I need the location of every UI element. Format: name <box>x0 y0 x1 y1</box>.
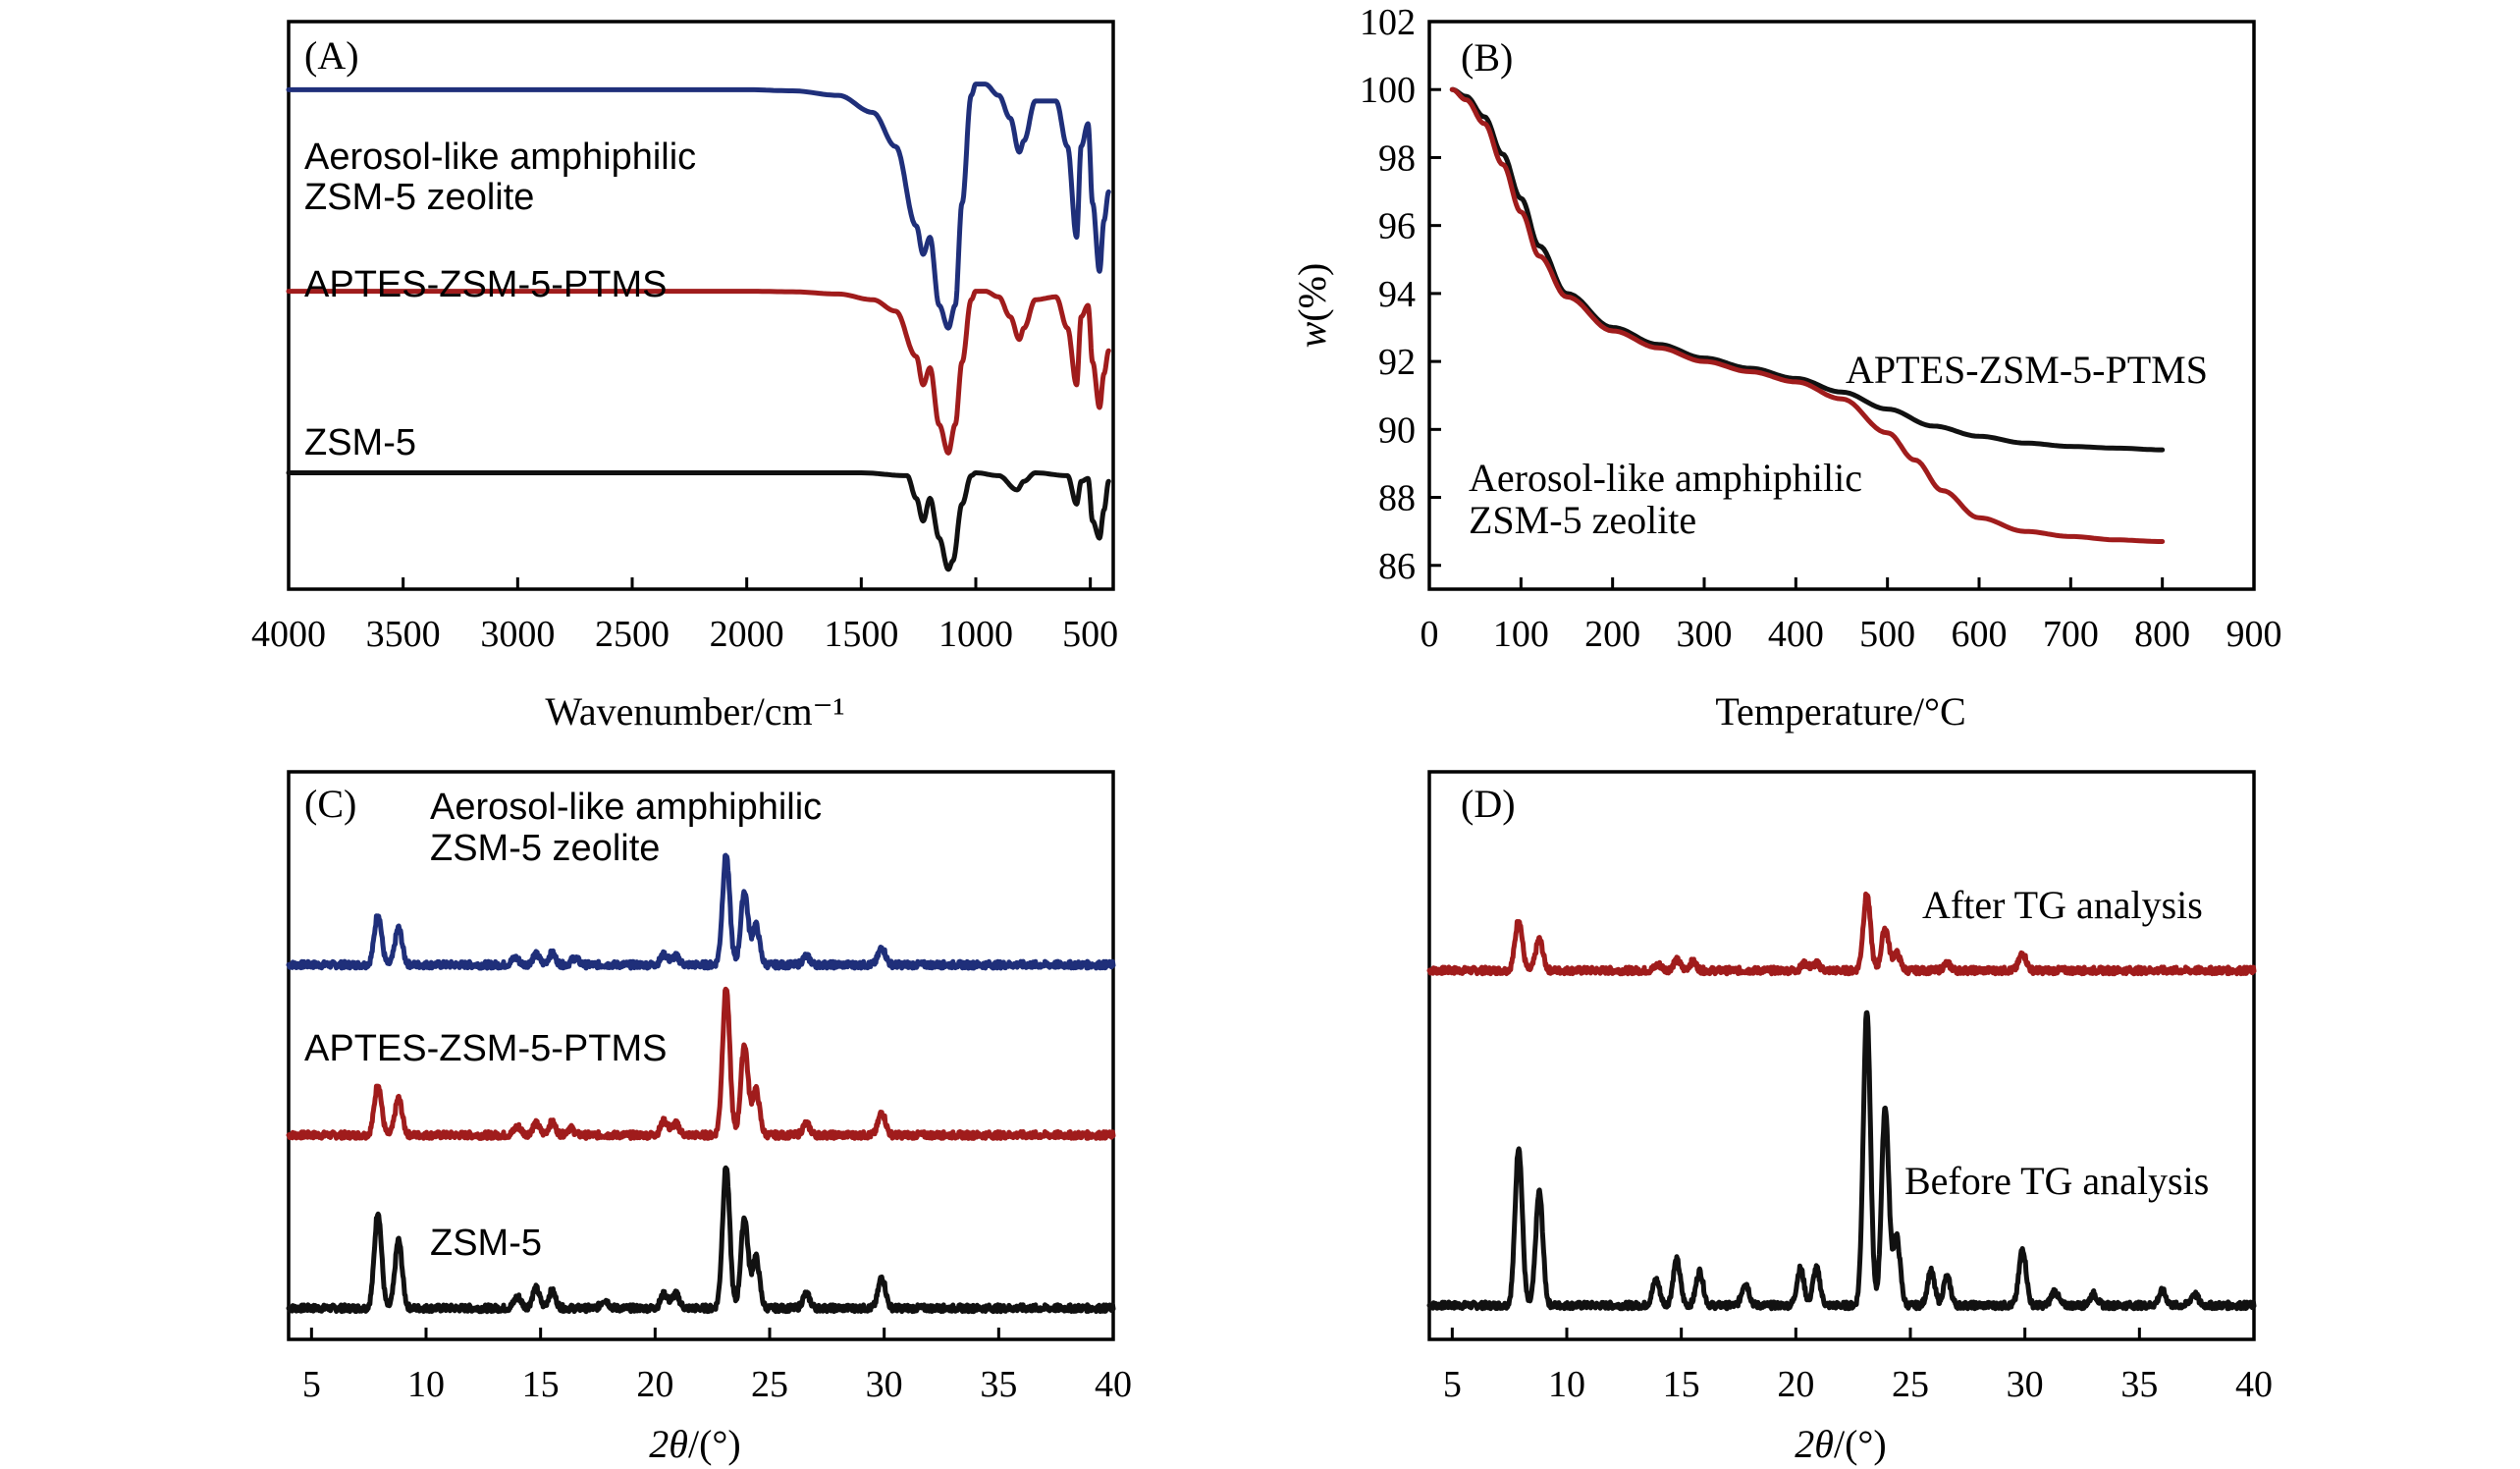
panel-a-label: (A) <box>304 33 359 78</box>
panel-a-xtick-label: 2000 <box>710 614 784 655</box>
panel-a-xlabel: Wavenumber/cm⁻¹ <box>545 689 844 734</box>
panel-c-xtick-label: 20 <box>636 1364 673 1405</box>
panel-b-ytick-label: 90 <box>1378 409 1416 451</box>
panel-b-series-label-aerosol-line2: ZSM-5 zeolite <box>1469 498 1696 542</box>
panel-a-xtick-label: 3000 <box>480 614 555 655</box>
panel-d-xtick-label: 25 <box>1892 1364 1929 1405</box>
panel-a-frame <box>287 20 1115 591</box>
panel-c-xlabel-unit: /(°) <box>688 1422 741 1466</box>
panel-d-label: (D) <box>1461 782 1516 826</box>
panel-c-xtick-label: 10 <box>407 1364 445 1405</box>
panel-d-xtick-label: 30 <box>2007 1364 2044 1405</box>
panel-d-xtick-label: 10 <box>1548 1364 1585 1405</box>
panel-c-trace-aerosol-like-amphiphilic-zsm-5-zeolite <box>286 852 1116 971</box>
panel-d-series-label-before: Before TG analysis <box>1904 1159 2209 1203</box>
panel-d-xtick-label: 5 <box>1443 1364 1462 1405</box>
panel-c-xtick-label: 5 <box>302 1364 321 1405</box>
panel-b-ytick-label: 100 <box>1360 70 1416 111</box>
panel-b-ylabel-unit: (%) <box>1290 263 1334 322</box>
panel-c-series-label-zsm5: ZSM-5 <box>430 1223 542 1264</box>
panel-d-xlabel-symbol: 2θ <box>1795 1422 1834 1466</box>
panel-a-xtick-label: 3500 <box>366 614 441 655</box>
panel-b-xtick-label: 400 <box>1768 614 1824 655</box>
panel-c-series-label-aptes: APTES-ZSM-5-PTMS <box>304 1028 667 1069</box>
panel-d-frame <box>1427 770 2256 1341</box>
panel-a-xtick-label: 2500 <box>595 614 670 655</box>
panel-c-xrd-chart: (C) 5 10 15 20 25 30 35 40 2θ/(°) Aerosol-like … <box>286 770 1132 1466</box>
panel-c-series-label-aerosol-line2: ZSM-5 zeolite <box>430 828 660 869</box>
panel-b-trace-aerosol-like-amphiphilic-zsm-5-zeolite <box>1449 86 2166 544</box>
panel-a-ftir-chart: (A) 4000 3500 3000 2500 2000 1500 1000 500 Wave… <box>251 20 1118 734</box>
panel-c-trace-aptes-zsm-5-ptms <box>286 986 1116 1141</box>
panel-c-xtick-label: 25 <box>751 1364 788 1405</box>
panel-b-xtick-label: 600 <box>1952 614 2008 655</box>
panel-b-ylabel: w(%) <box>1290 263 1334 349</box>
panel-d-xrd-tg-chart: (D) 5 10 15 20 25 30 35 40 2θ/(°) After TG anal… <box>1426 770 2273 1466</box>
panel-c-xtick-label: 15 <box>522 1364 560 1405</box>
panel-b-frame <box>1427 20 2256 591</box>
panel-b-xtick-label: 500 <box>1859 614 1915 655</box>
panel-c-frame <box>287 770 1115 1341</box>
panel-b-xtick-label: 800 <box>2134 614 2190 655</box>
panel-b-series-label-aptes: APTES-ZSM-5-PTMS <box>1846 348 2208 392</box>
panel-d-xlabel-unit: /(°) <box>1834 1422 1887 1466</box>
panel-b-label: (B) <box>1461 35 1513 80</box>
panel-b-xtick-label: 900 <box>2226 614 2282 655</box>
panel-d-xlabel: 2θ/(°) <box>1795 1422 1886 1466</box>
panel-a-series-label-zsm5: ZSM-5 <box>304 422 416 463</box>
panel-c-xlabel-symbol: 2θ <box>649 1422 688 1466</box>
panel-b-xtick-label: 300 <box>1677 614 1733 655</box>
panel-b-tg-chart: (B) 0 100 200 300 400 500 600 700 800 900 86 88 90 92… <box>1290 2 2282 734</box>
panel-c-series-label-aerosol-line1: Aerosol-like amphiphilic <box>430 787 822 828</box>
panel-a-xtick-label: 1000 <box>938 614 1013 655</box>
panel-b-xtick-label: 700 <box>2043 614 2099 655</box>
panel-c-xtick-label: 35 <box>980 1364 1017 1405</box>
panel-a-trace-aerosol-like-amphiphilic-zsm-5-zeolite <box>286 82 1111 331</box>
panel-a-series-label-aptes: APTES-ZSM-5-PTMS <box>304 264 667 305</box>
panel-d-xtick-label: 35 <box>2120 1364 2158 1405</box>
panel-a-xtick-label: 500 <box>1062 614 1118 655</box>
panel-a-xtick-label: 1500 <box>824 614 898 655</box>
panel-d-trace-after-tg-analysis <box>1426 891 2257 977</box>
panel-b-xtick-label: 0 <box>1421 614 1439 655</box>
panel-a-trace-zsm-5 <box>286 470 1111 572</box>
panel-b-ytick-label: 94 <box>1378 274 1416 315</box>
panel-c-xlabel: 2θ/(°) <box>649 1422 740 1466</box>
panel-d-xtick-label: 40 <box>2235 1364 2273 1405</box>
panel-b-ylabel-symbol: w <box>1290 321 1334 348</box>
panel-a-trace-aptes-zsm-5-ptms <box>286 289 1111 456</box>
panel-c-xtick-label: 30 <box>866 1364 903 1405</box>
panel-d-xtick-label: 20 <box>1777 1364 1814 1405</box>
panel-b-trace-aptes-zsm-5-ptms <box>1449 86 2166 453</box>
panel-d-trace-before-tg-analysis <box>1426 1009 2257 1312</box>
panel-b-series-label-aerosol-line1: Aerosol-like amphiphilic <box>1469 456 1862 500</box>
panel-b-ytick-label: 102 <box>1360 2 1416 43</box>
panel-a-series-label-aerosol-line2: ZSM-5 zeolite <box>304 177 534 218</box>
panel-b-ytick-label: 98 <box>1378 137 1416 179</box>
panel-c-xtick-label: 40 <box>1095 1364 1132 1405</box>
panel-b-xtick-label: 100 <box>1493 614 1549 655</box>
panel-d-series-label-after: After TG analysis <box>1922 883 2203 927</box>
panel-b-ytick-label: 92 <box>1378 342 1416 383</box>
panel-b-ytick-label: 86 <box>1378 546 1416 587</box>
panel-b-xlabel: Temperature/°C <box>1715 689 1965 734</box>
panel-a-xtick-label: 4000 <box>251 614 326 655</box>
panel-b-ytick-label: 96 <box>1378 206 1416 247</box>
panel-c-label: (C) <box>304 782 356 826</box>
panel-d-xtick-label: 15 <box>1663 1364 1700 1405</box>
panel-c-trace-zsm-5 <box>286 1165 1116 1315</box>
panel-a-series-label-aerosol-line1: Aerosol-like amphiphilic <box>304 136 696 178</box>
panel-b-ytick-label: 88 <box>1378 478 1416 519</box>
panel-b-xtick-label: 200 <box>1584 614 1640 655</box>
